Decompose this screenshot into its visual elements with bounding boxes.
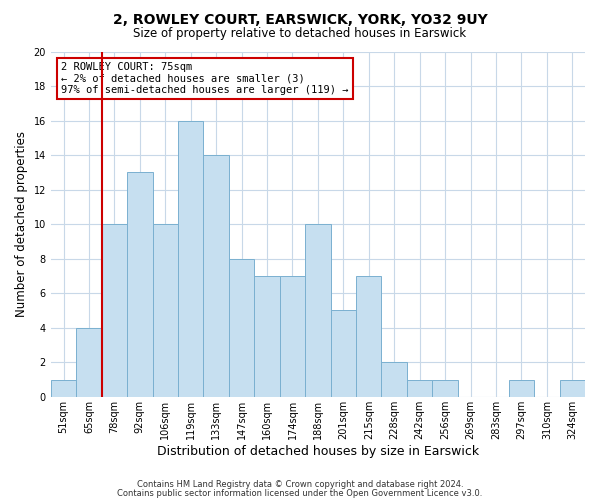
Bar <box>229 258 254 397</box>
Bar <box>305 224 331 397</box>
Bar <box>356 276 382 397</box>
Bar <box>101 224 127 397</box>
Y-axis label: Number of detached properties: Number of detached properties <box>15 131 28 317</box>
Bar <box>51 380 76 397</box>
Bar <box>331 310 356 397</box>
Bar <box>178 120 203 397</box>
Bar <box>152 224 178 397</box>
X-axis label: Distribution of detached houses by size in Earswick: Distribution of detached houses by size … <box>157 444 479 458</box>
Bar <box>382 362 407 397</box>
Text: 2 ROWLEY COURT: 75sqm
← 2% of detached houses are smaller (3)
97% of semi-detach: 2 ROWLEY COURT: 75sqm ← 2% of detached h… <box>61 62 349 95</box>
Bar <box>203 155 229 397</box>
Text: Contains HM Land Registry data © Crown copyright and database right 2024.: Contains HM Land Registry data © Crown c… <box>137 480 463 489</box>
Bar <box>254 276 280 397</box>
Text: 2, ROWLEY COURT, EARSWICK, YORK, YO32 9UY: 2, ROWLEY COURT, EARSWICK, YORK, YO32 9U… <box>113 12 487 26</box>
Bar <box>127 172 152 397</box>
Text: Contains public sector information licensed under the Open Government Licence v3: Contains public sector information licen… <box>118 488 482 498</box>
Bar <box>280 276 305 397</box>
Bar <box>407 380 433 397</box>
Bar <box>560 380 585 397</box>
Bar <box>433 380 458 397</box>
Bar <box>76 328 101 397</box>
Bar <box>509 380 534 397</box>
Text: Size of property relative to detached houses in Earswick: Size of property relative to detached ho… <box>133 28 467 40</box>
